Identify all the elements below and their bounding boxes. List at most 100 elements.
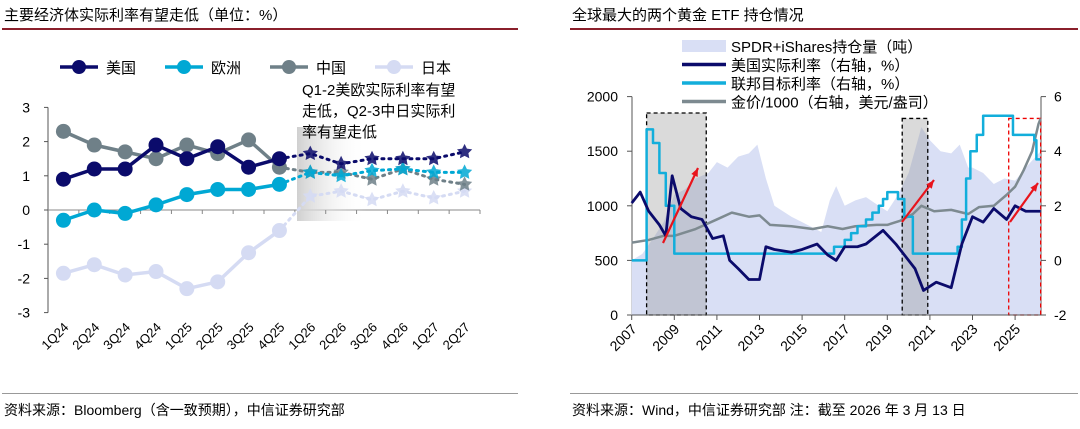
y-left-tick-label: 1000 — [587, 198, 618, 214]
series-line — [631, 117, 1042, 244]
y-left-tick-label: 0 — [610, 307, 618, 323]
data-point — [179, 281, 195, 297]
data-point — [117, 267, 133, 283]
data-point — [55, 123, 71, 139]
data-point — [179, 151, 195, 167]
data-point — [86, 161, 102, 177]
forecast-point — [302, 145, 318, 160]
legend-label: SPDR+iShares持仓量（吨） — [731, 39, 922, 56]
data-point — [241, 132, 257, 148]
x-tick-label: 3Q25 — [224, 320, 257, 353]
data-point — [55, 212, 71, 228]
arrow-head — [1030, 183, 1038, 192]
legend-label: 欧洲 — [211, 60, 241, 77]
forecast-point — [364, 162, 380, 178]
forecast-point — [395, 150, 411, 166]
y-right-tick-label: 4 — [1054, 143, 1062, 159]
data-point — [55, 265, 71, 281]
data-point — [117, 144, 133, 160]
y-right-tick-label: 6 — [1054, 89, 1062, 105]
x-tick-label: 2015 — [777, 321, 810, 354]
legend-label: 美国 — [106, 60, 136, 77]
legend-marker — [177, 60, 191, 74]
x-tick-label: 4Q25 — [254, 320, 287, 353]
series-line — [631, 114, 1041, 262]
data-point — [148, 264, 164, 280]
forecast-point — [302, 164, 318, 179]
right-title-rule — [570, 28, 1078, 30]
arrow-head — [691, 168, 698, 177]
data-point — [55, 171, 71, 187]
forecast-point — [426, 171, 442, 186]
legend-swatch — [682, 40, 726, 52]
y-tick-label: 0 — [22, 202, 30, 218]
x-tick-label: 2Q25 — [193, 320, 226, 353]
x-tick-label: 4Q24 — [131, 320, 164, 353]
right-source-rule — [570, 393, 1078, 394]
annotation-text: Q1-2美欧实际利率有望 — [302, 82, 455, 99]
x-tick-label: 2017 — [819, 321, 852, 354]
x-tick-label: 3Q26 — [347, 320, 380, 353]
forecast-point — [457, 164, 473, 179]
y-tick-label: 1 — [22, 168, 30, 184]
y-tick-label: 2 — [22, 134, 30, 150]
holdings-area — [631, 127, 1041, 316]
forecast-point — [395, 161, 411, 176]
y-left-tick-label: 2000 — [587, 89, 618, 105]
x-tick-label: 4Q26 — [378, 320, 411, 353]
legend-label: 金价/1000（右轴，美元/盎司） — [731, 95, 938, 112]
legend-label: 中国 — [316, 60, 346, 77]
data-point — [86, 137, 102, 153]
annotation-text: 率有望走低 — [302, 124, 377, 141]
left-chart-title: 主要经济体实际利率有望走低（单位：%） — [4, 7, 288, 24]
data-point — [271, 223, 287, 239]
annotation-text: 走低，Q2-3中日实际利 — [302, 103, 455, 120]
y-right-tick-label: -2 — [1054, 307, 1067, 323]
forecast-point — [302, 188, 318, 203]
x-tick-label: 2Q27 — [440, 320, 473, 353]
forecast-point — [395, 183, 411, 198]
x-tick-label: 2021 — [905, 321, 938, 354]
right-chart-title: 全球最大的两个黄金 ETF 持仓情况 — [572, 7, 804, 24]
legend-label: 日本 — [421, 60, 451, 77]
data-point — [148, 151, 164, 167]
legend-marker — [282, 60, 296, 74]
y-tick-label: -3 — [18, 305, 31, 321]
forecast-point — [333, 155, 349, 171]
forecast-point — [457, 176, 473, 191]
data-point — [117, 205, 133, 221]
data-point — [148, 197, 164, 213]
data-point — [241, 245, 257, 261]
y-left-tick-label: 500 — [595, 252, 619, 268]
forecast-point — [426, 164, 442, 179]
x-tick-label: 1Q25 — [162, 320, 195, 353]
left-title-rule — [2, 28, 518, 30]
data-point — [241, 181, 257, 197]
data-point — [148, 137, 164, 153]
x-tick-label: 1Q24 — [38, 320, 71, 353]
forecast-point — [333, 183, 349, 198]
arrow-head — [926, 180, 934, 189]
x-tick-label: 1Q27 — [409, 320, 442, 353]
forecast-point — [457, 183, 473, 198]
y-right-tick-label: 2 — [1054, 198, 1062, 214]
data-point — [86, 257, 102, 273]
forecast-point — [426, 190, 442, 205]
forecast-point — [426, 150, 442, 166]
x-tick-label: 2007 — [606, 321, 639, 354]
data-point — [241, 159, 257, 175]
x-tick-label: 3Q24 — [100, 320, 133, 353]
data-point — [210, 139, 226, 155]
forecast-point — [333, 167, 349, 183]
forecast-point — [364, 191, 380, 207]
data-point — [179, 187, 195, 203]
y-left-tick-label: 1500 — [587, 143, 618, 159]
x-tick-label: 2023 — [947, 321, 980, 354]
y-tick-label: 3 — [22, 99, 30, 115]
x-tick-label: 1Q26 — [285, 320, 318, 353]
left-source-rule — [2, 393, 518, 394]
legend-label: 美国实际利率（右轴，%） — [731, 58, 909, 75]
trend-arrow — [901, 179, 935, 223]
data-point — [271, 151, 287, 167]
